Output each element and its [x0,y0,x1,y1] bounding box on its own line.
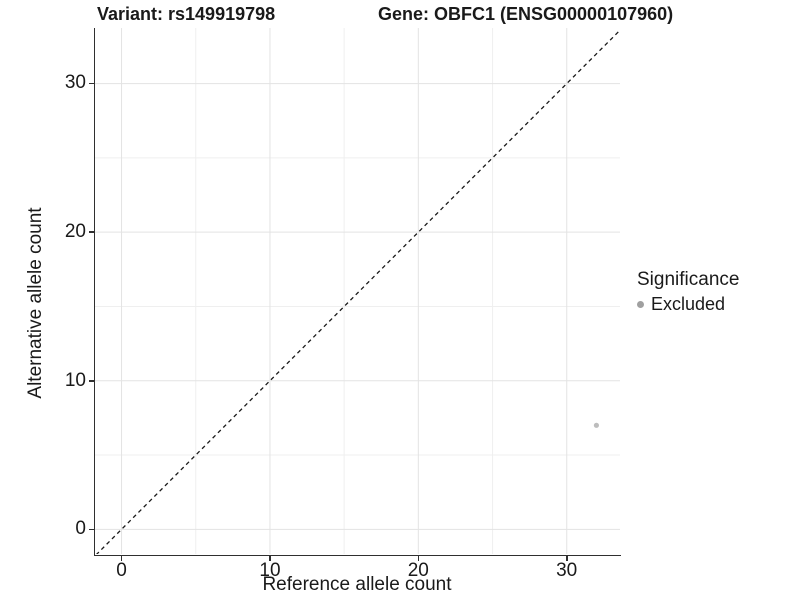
y-axis-title: Alternative allele count [25,207,46,399]
identity-reference-line [96,29,620,554]
x-tick-mark [566,556,568,561]
y-tick-label: 30 [64,72,86,93]
y-tick-mark [89,82,94,85]
x-tick-label: 20 [407,560,429,581]
x-tick-label: 10 [259,560,281,581]
x-tick-mark [269,556,271,561]
plot-canvas [95,28,620,554]
legend-title: Significance [637,269,740,290]
x-tick-label: 0 [116,560,127,581]
y-tick-label: 10 [64,369,86,391]
y-tick-label: 0 [75,518,86,539]
legend-item-label: Excluded [651,294,726,314]
x-tick-mark [417,556,420,561]
y-tick-mark [89,380,94,382]
plot-title-gene: Gene: OBFC1 (ENSG00000107960) [378,4,674,24]
y-tick-label: 20 [64,220,86,242]
x-tick-mark [120,556,123,561]
legend-key-dot-icon [637,300,644,308]
y-tick-mark [89,528,94,530]
data-point [593,422,600,428]
x-axis-title: Reference allele count [262,574,452,595]
y-tick-mark [89,231,94,233]
legend: Significance Excluded [637,268,739,315]
x-axis-line [93,554,621,556]
legend-item-excluded: Excluded [637,293,739,315]
plot-title-variant: Variant: rs149919798 [97,4,276,24]
plot-panel [95,28,620,554]
y-axis-line [93,28,95,556]
x-tick-label: 30 [556,560,578,581]
